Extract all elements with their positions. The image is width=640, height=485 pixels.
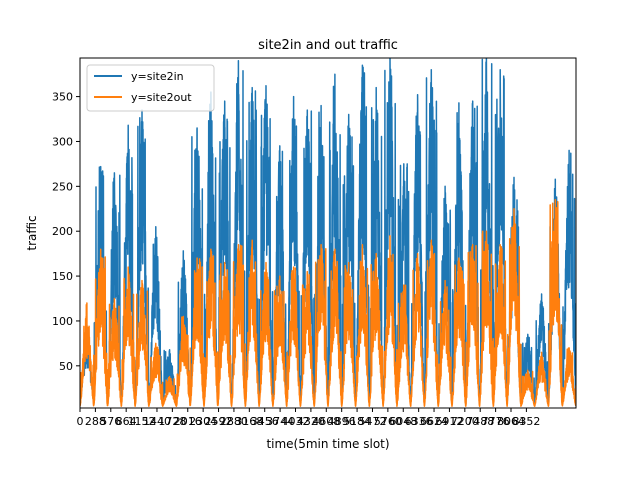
x-tick-label: 3168 [235,415,263,428]
x-tick-label: 4032 [282,415,310,428]
y-tick-label: 100 [52,315,73,328]
x-tick-label: 576 [100,415,121,428]
series-line-site2out [80,199,576,407]
x-tick-label: 1440 [143,415,171,428]
y-tick-label: 200 [52,225,73,238]
x-tick-label: 1728 [158,415,186,428]
y-tick-label: 50 [59,360,73,373]
axes-layer: 50 100 150 200 250 300 350 0 2885768641152144017… [52,57,577,428]
x-tick-label: 5184 [343,415,371,428]
y-tick-label: 250 [52,180,73,193]
x-tick-label: 2304 [189,415,217,428]
x-tick-label: 3744 [266,415,294,428]
x-tick-label: 7488 [466,415,494,428]
x-tick-label: 1152 [128,415,156,428]
legend: y=site2in y=site2out [86,64,215,112]
x-tick-label: 4896 [328,415,356,428]
x-tick-label: 6912 [435,415,463,428]
y-axis-label: traffic [25,215,39,250]
x-tick-label: 2592 [205,415,233,428]
x-tick-label: 0 [77,415,84,428]
series-layer [80,58,576,407]
y-tick-label: 150 [52,270,73,283]
x-tick-label: 7776 [482,415,510,428]
legend-label-site2out: y=site2out [131,91,192,104]
x-tick-label: 864 [116,415,137,428]
x-tick-label: 8064 [497,415,525,428]
chart-title: site2in and out traffic [258,38,398,53]
x-tick-label: 3456 [251,415,279,428]
x-tick-label: 4608 [312,415,340,428]
y-tick-label: 300 [52,135,73,148]
plot-frame [79,57,577,409]
x-tick-label: 6048 [389,415,417,428]
x-tick-label: 288 [85,415,106,428]
x-tick-label: 2880 [220,415,248,428]
x-tick-label: 6624 [420,415,448,428]
x-tick-label: 2016 [174,415,202,428]
x-axis-label: time(5min time slot) [266,437,389,451]
x-tick-label: 5760 [374,415,402,428]
x-tick-label: 6336 [405,415,433,428]
x-tick-label: 8352 [512,415,540,428]
legend-label-site2in: y=site2in [131,70,184,83]
x-tick-label: 7200 [451,415,479,428]
x-tick-label: 5472 [358,415,386,428]
x-tick-label: 4320 [297,415,325,428]
y-tick-label: 350 [52,91,73,104]
